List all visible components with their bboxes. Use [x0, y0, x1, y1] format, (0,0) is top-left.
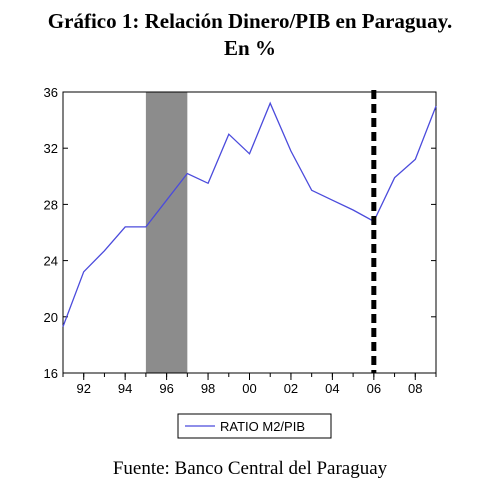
- legend-label: RATIO M2/PIB: [220, 419, 305, 434]
- y-tick-label: 28: [44, 197, 58, 212]
- chart-title: Gráfico 1: Relación Dinero/PIB en Paragu…: [0, 8, 500, 62]
- x-tick-label: 04: [325, 381, 339, 396]
- y-tick-label: 20: [44, 310, 58, 325]
- shaded-band: [145, 92, 188, 373]
- chart-title-line-1: Gráfico 1: Relación Dinero/PIB en Paragu…: [47, 9, 453, 33]
- x-tick-label: 08: [408, 381, 422, 396]
- y-tick-label: 16: [44, 366, 58, 381]
- x-tick-label: 92: [76, 381, 90, 396]
- x-tick-label: 96: [159, 381, 173, 396]
- plot-frame: [62, 91, 437, 374]
- x-tick-label: 06: [367, 381, 381, 396]
- series-line: [62, 101, 437, 327]
- y-tick-label: 36: [44, 85, 58, 100]
- x-tick-label: 98: [201, 381, 215, 396]
- source-note: Fuente: Banco Central del Paraguay: [112, 458, 388, 479]
- x-tick-label: 00: [242, 381, 256, 396]
- y-tick-label: 32: [44, 141, 58, 156]
- chart-title-line-2: En %: [224, 36, 276, 60]
- y-tick-label: 24: [44, 254, 58, 269]
- x-tick-label: 02: [284, 381, 298, 396]
- x-tick-label: 94: [118, 381, 132, 396]
